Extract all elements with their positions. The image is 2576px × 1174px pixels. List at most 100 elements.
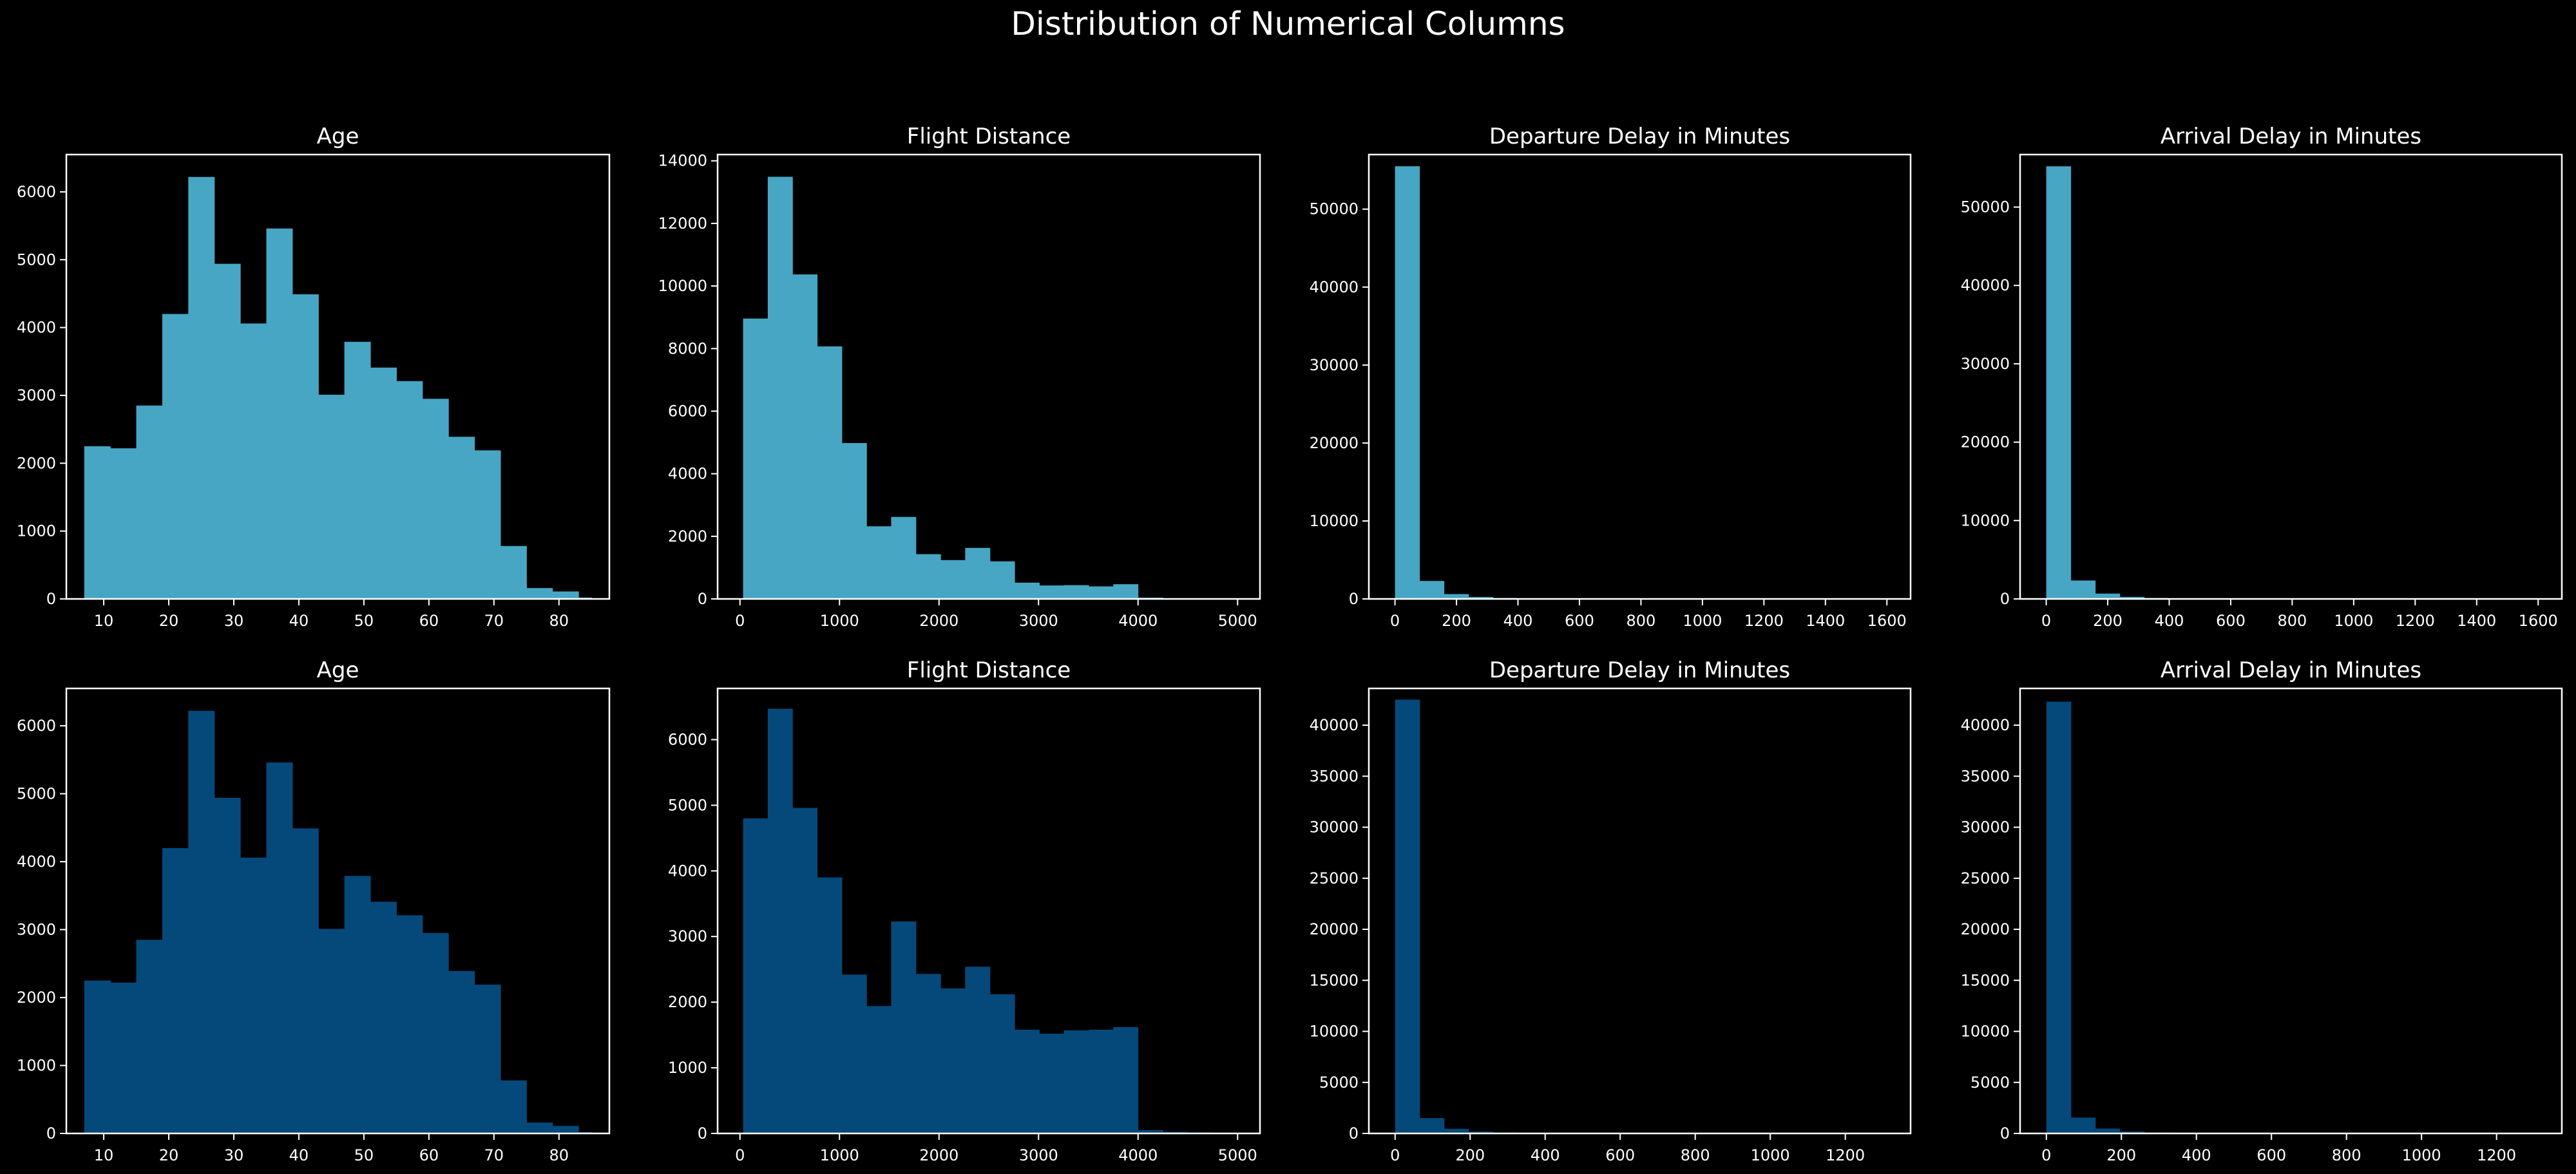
y-tick-label: 15000 — [1961, 971, 2010, 989]
x-tick-label: 2000 — [919, 1146, 959, 1164]
y-tick-label: 10000 — [1961, 511, 2010, 529]
histogram-bar — [891, 921, 917, 1133]
histogram-bar — [84, 446, 111, 599]
histogram-bar — [552, 591, 579, 599]
histogram-bar — [2119, 596, 2145, 599]
x-tick-label: 400 — [2155, 612, 2184, 630]
subplot-title: Age — [317, 124, 359, 149]
y-tick-label: 10000 — [1310, 1023, 1359, 1041]
y-tick-label: 20000 — [1961, 433, 2010, 451]
y-tick-label: 4000 — [17, 853, 56, 871]
x-tick-label: 0 — [1390, 612, 1400, 630]
y-tick-label: 40000 — [1310, 278, 1359, 296]
histogram-bar — [1088, 586, 1114, 599]
x-tick-label: 600 — [1565, 612, 1594, 630]
y-tick-label: 0 — [46, 1124, 56, 1142]
x-tick-label: 50 — [354, 1146, 374, 1164]
x-tick-label: 20 — [159, 612, 179, 630]
histogram-panel-2: 0 1000 2000 3000 4000 5000 0 2000 4000 6000 8000 10… — [658, 124, 1261, 630]
histogram-bar — [318, 394, 345, 599]
histogram-bar — [1444, 594, 1469, 599]
x-tick-label: 600 — [1605, 1146, 1635, 1164]
x-tick-label: 1600 — [1867, 612, 1907, 630]
x-tick-label: 1200 — [2477, 1146, 2516, 1164]
y-tick-label: 2000 — [17, 454, 56, 472]
histogram-bar — [500, 545, 527, 599]
x-tick-label: 70 — [484, 1146, 504, 1164]
histogram-bar — [188, 710, 215, 1133]
histogram-bar — [792, 274, 818, 599]
histogram-bar — [344, 341, 371, 599]
histogram-bar — [1039, 1034, 1065, 1133]
histogram-bar — [767, 176, 793, 599]
histogram-bar — [1395, 699, 1420, 1133]
y-tick-label: 6000 — [17, 717, 56, 735]
histogram-bar — [1419, 1118, 1445, 1133]
histogram-bar — [2095, 1128, 2121, 1133]
subplot-title: Departure Delay in Minutes — [1489, 124, 1790, 149]
histogram-bar — [162, 314, 189, 599]
x-tick-label: 30 — [224, 1146, 244, 1164]
axes-frame — [716, 687, 1261, 1135]
x-tick-label: 0 — [2041, 1146, 2051, 1164]
histogram-panel-4: 0 200 400 600 800 1000 1200 1400 1600 0 10000 20000… — [1961, 124, 2563, 630]
x-tick-label: 30 — [224, 612, 244, 630]
x-tick-label: 1600 — [2519, 612, 2558, 630]
histogram-bar — [318, 929, 345, 1133]
y-tick-label: 0 — [46, 590, 56, 608]
y-tick-label: 30000 — [1310, 356, 1359, 374]
histogram-bar — [2095, 593, 2121, 599]
histogram-bar — [110, 448, 137, 599]
histogram-bar — [370, 902, 397, 1133]
y-tick-label: 6000 — [17, 183, 56, 201]
histogram-panel-7: 0 200 400 600 800 1000 1200 0 5000 10000 15000 2000… — [1310, 658, 1912, 1164]
axes-frame — [65, 153, 611, 600]
y-tick-label: 1000 — [668, 1059, 707, 1077]
histogram-bar — [422, 933, 449, 1133]
y-tick-label: 3000 — [17, 921, 56, 939]
histogram-bar — [891, 516, 917, 599]
x-tick-label: 800 — [1681, 1146, 1710, 1164]
histogram-bar — [240, 323, 267, 599]
x-tick-label: 40 — [289, 612, 309, 630]
x-tick-label: 200 — [1442, 612, 1471, 630]
x-tick-label: 1200 — [2396, 612, 2435, 630]
histogram-bar — [474, 984, 501, 1133]
histogram-bar — [841, 974, 867, 1133]
histogram-bar — [214, 263, 241, 600]
y-tick-label: 8000 — [668, 339, 707, 357]
histogram-bar — [344, 876, 371, 1133]
histogram-bar — [989, 561, 1015, 599]
y-tick-label: 5000 — [668, 796, 707, 814]
histogram-bar — [500, 1080, 527, 1133]
histogram-bar — [915, 554, 941, 599]
x-tick-label: 1400 — [2457, 612, 2496, 630]
histogram-bar — [188, 176, 215, 599]
histogram-panel-3: 0 200 400 600 800 1000 1200 1400 1600 0 10000 20000… — [1310, 124, 1912, 630]
y-tick-label: 20000 — [1310, 434, 1359, 452]
histogram-bar — [136, 405, 163, 599]
y-tick-label: 20000 — [1310, 920, 1359, 938]
y-tick-label: 15000 — [1310, 971, 1359, 989]
x-tick-label: 10 — [94, 1146, 114, 1164]
histogram-bar — [136, 940, 163, 1133]
histogram-bar — [1088, 1029, 1114, 1133]
subplot-title: Age — [317, 658, 359, 683]
histogram-bar — [422, 399, 449, 599]
histogram-bar — [965, 967, 991, 1133]
y-tick-label: 4000 — [668, 465, 707, 483]
axes-frame — [1368, 153, 1912, 600]
x-tick-label: 4000 — [1118, 612, 1158, 630]
x-tick-label: 0 — [735, 612, 745, 630]
x-tick-label: 0 — [2041, 612, 2051, 630]
histogram-bar — [1419, 581, 1445, 599]
x-tick-label: 50 — [354, 612, 374, 630]
y-tick-label: 10000 — [1310, 512, 1359, 530]
histogram-bar — [1015, 1029, 1040, 1133]
histogram-bar — [1395, 166, 1420, 599]
y-tick-label: 25000 — [1961, 869, 2010, 887]
x-tick-label: 0 — [735, 1146, 745, 1164]
histogram-bar — [989, 994, 1015, 1133]
x-tick-label: 1000 — [2402, 1146, 2441, 1164]
histogram-bar — [474, 450, 501, 599]
